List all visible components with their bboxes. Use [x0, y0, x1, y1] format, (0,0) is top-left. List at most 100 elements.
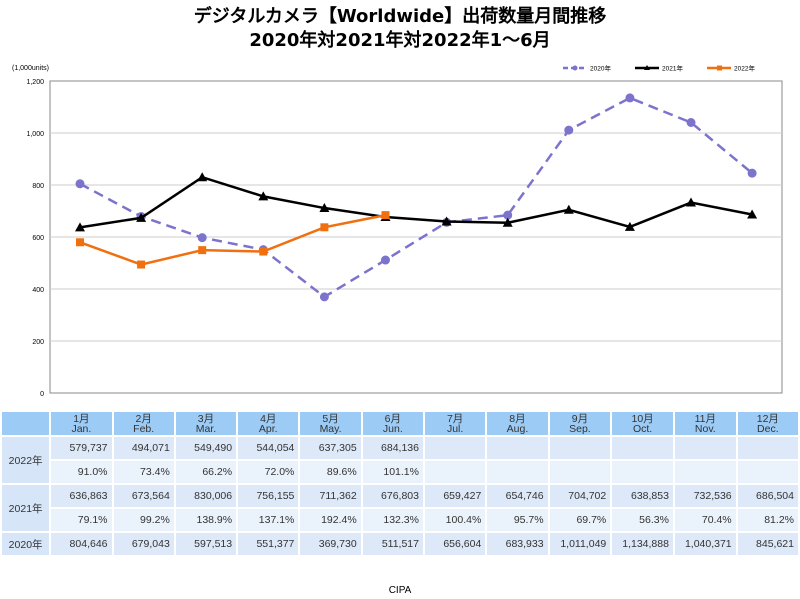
data-point: [197, 172, 208, 182]
value-cell: 676,803: [360, 483, 426, 509]
month-en: May.: [319, 422, 342, 435]
data-point: [259, 247, 268, 256]
data-point: [320, 223, 329, 232]
value-cell: 1,011,049: [547, 531, 613, 557]
table-row-percent: 79.1% 99.2% 138.9% 137.1% 192.4% 132.3% 100.4%…: [1, 507, 800, 533]
value-cell: 637,305: [298, 435, 363, 461]
chart-subtitle: 2020年対2021年対2022年1～6月: [249, 30, 551, 51]
value-cell: 711,362: [298, 483, 363, 509]
value-cell: 579,737: [49, 435, 114, 461]
percent-cell: 72.0%: [236, 459, 301, 485]
data-point: [381, 211, 390, 220]
value-cell: [422, 435, 488, 461]
month-en: Mar.: [195, 422, 217, 435]
value-cell: 549,490: [173, 435, 239, 461]
month-en: Jul.: [446, 422, 464, 435]
month-jp: 6月: [384, 412, 402, 425]
legend-label: 2020年: [590, 64, 611, 73]
legend-label: 2021年: [662, 64, 683, 73]
value-cell: 673,564: [111, 483, 176, 509]
data-point: [563, 204, 574, 214]
month-header: 1月 Jan.: [49, 410, 114, 437]
table-header-row: 1月 Jan. 2月 Feb. 3月 Mar. 4月 Apr. 5月 May. 6月 Jun. 7月 Ju…: [0, 410, 800, 437]
data-table: 1月 Jan. 2月 Feb. 3月 Mar. 4月 Apr. 5月 May. 6月 Jun. 7月 Ju…: [0, 410, 800, 557]
value-cell: 704,702: [547, 483, 613, 509]
series-line-2021年: [79, 175, 753, 229]
percent-cell: [547, 459, 613, 485]
month-header: 9月 Sep.: [547, 410, 613, 437]
month-jp: 12月: [756, 412, 779, 425]
y-tick-label: 600: [32, 235, 44, 242]
table-row: 2021年 636,863 673,564 830,006 756,155 711,362…: [0, 483, 800, 533]
percent-cell: 132.3%: [360, 507, 426, 533]
data-point: [441, 216, 452, 226]
value-cell: 369,730: [298, 531, 363, 557]
value-cell: 683,933: [485, 531, 550, 557]
month-en: Jun.: [382, 422, 403, 435]
y-tick-label: 200: [32, 339, 44, 346]
value-cell: [485, 435, 550, 461]
month-header: 4月 Apr.: [236, 410, 301, 437]
chart-title: デジタルカメラ【Worldwide】出荷数量月間推移: [193, 6, 607, 27]
value-cell: 1,134,888: [610, 531, 675, 557]
value-cell: 659,427: [422, 483, 488, 509]
table-corner: [0, 410, 52, 437]
table-row: 2020年 804,646 679,043 597,513 551,377 369,730…: [0, 531, 800, 557]
percent-cell: 95.7%: [485, 507, 550, 533]
data-point: [197, 233, 207, 243]
month-en: Oct.: [632, 422, 653, 435]
percent-cell: [735, 459, 800, 485]
percent-cell: [422, 459, 488, 485]
percent-cell: 79.1%: [49, 507, 114, 533]
month-jp: 5月: [322, 412, 339, 425]
legend-marker: [572, 65, 578, 71]
data-point: [258, 191, 269, 201]
month-jp: 2月: [135, 412, 152, 425]
month-header: 12月 Dec.: [735, 410, 800, 437]
percent-cell: 89.6%: [298, 459, 363, 485]
data-point: [198, 246, 207, 255]
data-point: [381, 255, 390, 265]
value-cell: 597,513: [173, 531, 239, 557]
data-point: [75, 222, 85, 232]
data-point: [502, 217, 513, 227]
month-jp: 9月: [571, 412, 589, 425]
y-tick-label: 0: [40, 391, 44, 398]
percent-cell: [610, 459, 675, 485]
y-tick-label: 1,200: [26, 79, 44, 86]
y-tick-label: 800: [32, 183, 44, 190]
value-cell: 830,006: [173, 483, 239, 509]
row-label: 2021年: [0, 483, 52, 533]
month-header: 6月 Jun.: [360, 410, 426, 437]
percent-cell: 192.4%: [298, 507, 363, 533]
month-header: 5月 May.: [298, 410, 363, 437]
month-en: Aug.: [506, 422, 529, 435]
value-cell: [610, 435, 675, 461]
value-cell: 684,136: [360, 435, 426, 461]
month-en: Feb.: [133, 422, 155, 435]
value-cell: 638,853: [610, 483, 675, 509]
month-jp: 10月: [631, 412, 654, 425]
percent-cell: [485, 459, 550, 485]
percent-cell: 66.2%: [173, 459, 239, 485]
legend-label: 2022年: [734, 64, 755, 73]
row-label: 2022年: [0, 435, 52, 485]
percent-cell: 137.1%: [236, 507, 301, 533]
month-en: Apr.: [258, 422, 278, 435]
month-header: 10月 Oct.: [610, 410, 675, 437]
data-point: [747, 168, 757, 178]
percent-cell: 81.2%: [735, 507, 800, 533]
value-cell: 656,604: [422, 531, 488, 557]
month-en: Sep.: [569, 422, 591, 435]
value-cell: 544,054: [236, 435, 301, 461]
line-chart: 0 200 400 600 800 1,000 1,200 (1,000units) 2020年…: [12, 64, 783, 398]
value-cell: 732,536: [672, 483, 738, 509]
value-cell: [735, 435, 800, 461]
percent-cell: 73.4%: [111, 459, 176, 485]
value-cell: [672, 435, 738, 461]
data-point: [319, 292, 329, 302]
y-axis-label: (1,000units): [12, 65, 49, 72]
data-point: [686, 118, 696, 128]
month-en: Dec.: [757, 422, 779, 435]
month-header: 2月 Feb.: [111, 410, 176, 437]
